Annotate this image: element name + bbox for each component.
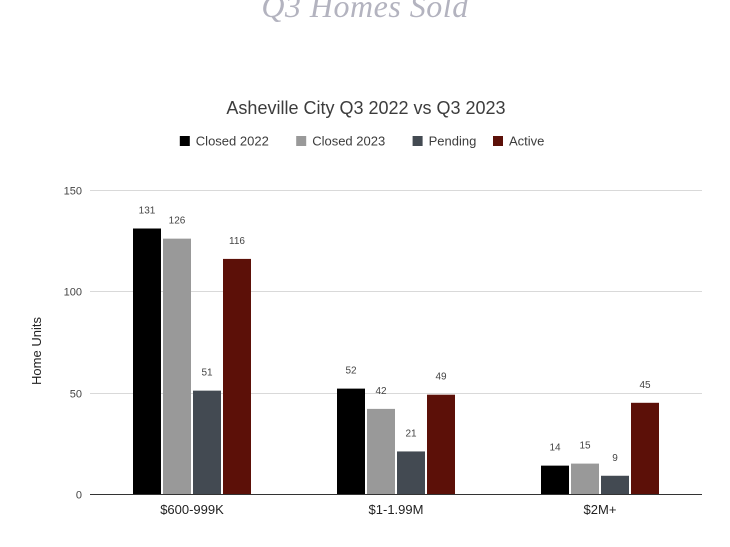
bar-active-1-1-99m: [427, 394, 455, 494]
bar-closed-2022-2m: [541, 465, 569, 494]
x-tick-label: $2M+: [584, 502, 617, 517]
y-axis-label: Home Units: [29, 317, 44, 385]
gridlines: [90, 190, 702, 394]
data-label: 15: [579, 441, 591, 452]
data-label: 9: [612, 453, 618, 464]
y-tick-label: 0: [76, 490, 82, 502]
bar-active-600-999k: [223, 258, 251, 494]
bar-closed-2022-1-1-99m: [337, 388, 365, 494]
data-label: 116: [229, 236, 245, 247]
data-label: 21: [405, 428, 417, 439]
chart-title: Asheville City Q3 2022 vs Q3 2023: [226, 98, 505, 118]
legend-label: Closed 2022: [196, 134, 269, 149]
data-label: 42: [375, 386, 387, 397]
bar-pending-2m: [601, 475, 629, 494]
bar-pending-600-999k: [193, 390, 221, 494]
x-tick-label: $1-1.99M: [369, 502, 424, 517]
bar-closed-2023-2m: [571, 463, 599, 494]
bar-closed-2023-1-1-99m: [367, 408, 395, 494]
legend-label: Closed 2023: [312, 134, 385, 149]
data-label: 51: [201, 368, 213, 379]
legend-label: Pending: [429, 134, 477, 149]
bar-active-2m: [631, 402, 659, 494]
legend-swatch: [412, 136, 423, 146]
data-label: 45: [639, 380, 651, 391]
data-labels: 131 126 51 116 52 42 21 49 14 15 9 45: [139, 206, 651, 464]
y-tick-label: 150: [64, 186, 82, 198]
bar-closed-2023-600-999k: [163, 238, 191, 494]
bars: [133, 228, 659, 495]
chart-legend: Closed 2022 Closed 2023 Pending Active: [179, 134, 544, 149]
legend-swatch: [179, 136, 190, 146]
page-title: Q3 Homes Sold: [261, 0, 469, 24]
data-label: 131: [139, 206, 156, 217]
data-label: 126: [169, 216, 186, 227]
data-label: 52: [345, 366, 357, 377]
bar-closed-2022-600-999k: [133, 228, 161, 495]
data-label: 49: [435, 372, 447, 383]
legend-swatch: [493, 136, 503, 146]
x-tick-label: $600-999K: [160, 502, 224, 517]
data-label: 14: [549, 443, 561, 454]
legend-swatch: [296, 136, 307, 146]
bar-pending-1-1-99m: [397, 451, 425, 494]
y-axis-ticks: 0 50 100 150: [64, 186, 82, 502]
legend-label: Active: [509, 134, 544, 149]
y-tick-label: 100: [64, 287, 82, 299]
x-axis-ticks: $600-999K $1-1.99M $2M+: [160, 502, 616, 517]
y-tick-label: 50: [70, 389, 82, 401]
